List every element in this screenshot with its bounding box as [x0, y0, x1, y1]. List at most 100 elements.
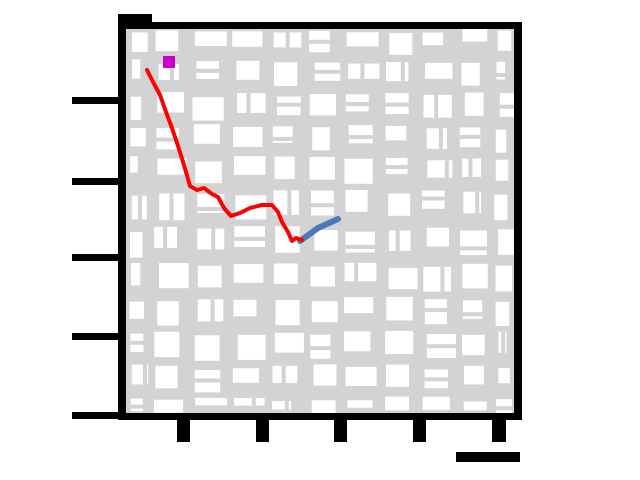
building-block [272, 401, 292, 410]
building-block [311, 400, 336, 417]
building-block [497, 30, 512, 51]
inner-road [309, 39, 330, 44]
building-block [495, 159, 509, 181]
building-block [386, 364, 410, 387]
inner-road [426, 344, 456, 349]
inner-road [281, 365, 286, 384]
inner-road [130, 404, 143, 409]
inner-road [287, 190, 292, 215]
building-block [234, 226, 265, 247]
building-block [197, 228, 225, 250]
inner-road [210, 299, 215, 322]
building-block [496, 61, 506, 80]
inner-road [496, 406, 512, 411]
building-block [344, 262, 377, 282]
inner-road [277, 102, 301, 107]
inner-road [440, 266, 445, 292]
inner-road [395, 230, 400, 251]
building-block [385, 396, 410, 411]
inner-road [459, 134, 481, 139]
building-block [386, 296, 413, 321]
inner-road [348, 135, 373, 140]
inner-road [130, 340, 144, 345]
building-block [274, 332, 304, 353]
building-block [232, 31, 263, 47]
building-block [385, 330, 414, 355]
building-block [197, 265, 222, 288]
building-block [422, 396, 450, 410]
inner-road [234, 236, 265, 241]
building-block [130, 231, 143, 258]
x-tick [177, 420, 190, 442]
inner-road [501, 331, 506, 353]
building-block [157, 301, 179, 326]
inner-road [345, 102, 369, 107]
building-block [314, 230, 338, 251]
building-block [232, 368, 259, 383]
building-block [236, 60, 260, 80]
inner-road [424, 377, 449, 382]
building-block [195, 397, 227, 406]
building-block [495, 265, 513, 292]
inner-road [194, 378, 221, 383]
building-block [388, 267, 418, 290]
building-block [154, 399, 184, 413]
inner-road [360, 63, 365, 79]
building-block [426, 128, 447, 149]
inner-road [509, 368, 514, 384]
building-block [389, 33, 413, 55]
building-block [423, 266, 451, 292]
building-block [234, 397, 265, 406]
inner-road [385, 165, 408, 169]
building-block [275, 300, 300, 326]
building-block [233, 126, 263, 147]
building-block [495, 301, 510, 326]
inner-road [475, 191, 480, 214]
building-block [344, 297, 374, 314]
building-block [347, 400, 373, 408]
inner-road [385, 102, 409, 107]
inner-road [169, 64, 174, 80]
building-block [462, 334, 485, 356]
building-block [154, 331, 180, 358]
frame-right [514, 22, 522, 420]
y-tick [72, 412, 122, 419]
building-block [130, 128, 146, 147]
building-block [425, 62, 453, 79]
inner-road [169, 193, 174, 221]
building-block [460, 230, 487, 256]
inner-road [285, 32, 290, 48]
inner-road [143, 364, 147, 385]
building-block [388, 193, 411, 216]
inner-road [163, 226, 168, 248]
x-ticks [177, 420, 520, 462]
building-block [345, 231, 375, 253]
building-block [463, 401, 487, 411]
building-block [155, 30, 179, 52]
building-block [345, 366, 377, 386]
route-layer [145, 56, 341, 244]
building-block [426, 227, 450, 247]
building-block [422, 32, 444, 46]
building-block [313, 364, 337, 386]
building-block [130, 96, 142, 120]
building-block [495, 129, 507, 153]
x-tick [256, 420, 269, 442]
inner-road [197, 207, 225, 211]
inner-road [438, 128, 443, 149]
inner-road [246, 93, 251, 113]
building-block [311, 301, 338, 323]
inner-road [211, 228, 216, 250]
axes-frame [118, 14, 522, 420]
x-tick [334, 420, 347, 442]
building-block [312, 127, 330, 151]
frame-bottom [118, 413, 522, 420]
y-tick [72, 97, 122, 104]
inner-road [272, 136, 293, 141]
building-block [237, 334, 266, 360]
inner-road [284, 401, 289, 410]
inner-road [496, 73, 506, 77]
inner-road [354, 262, 359, 282]
building-block [309, 94, 337, 116]
